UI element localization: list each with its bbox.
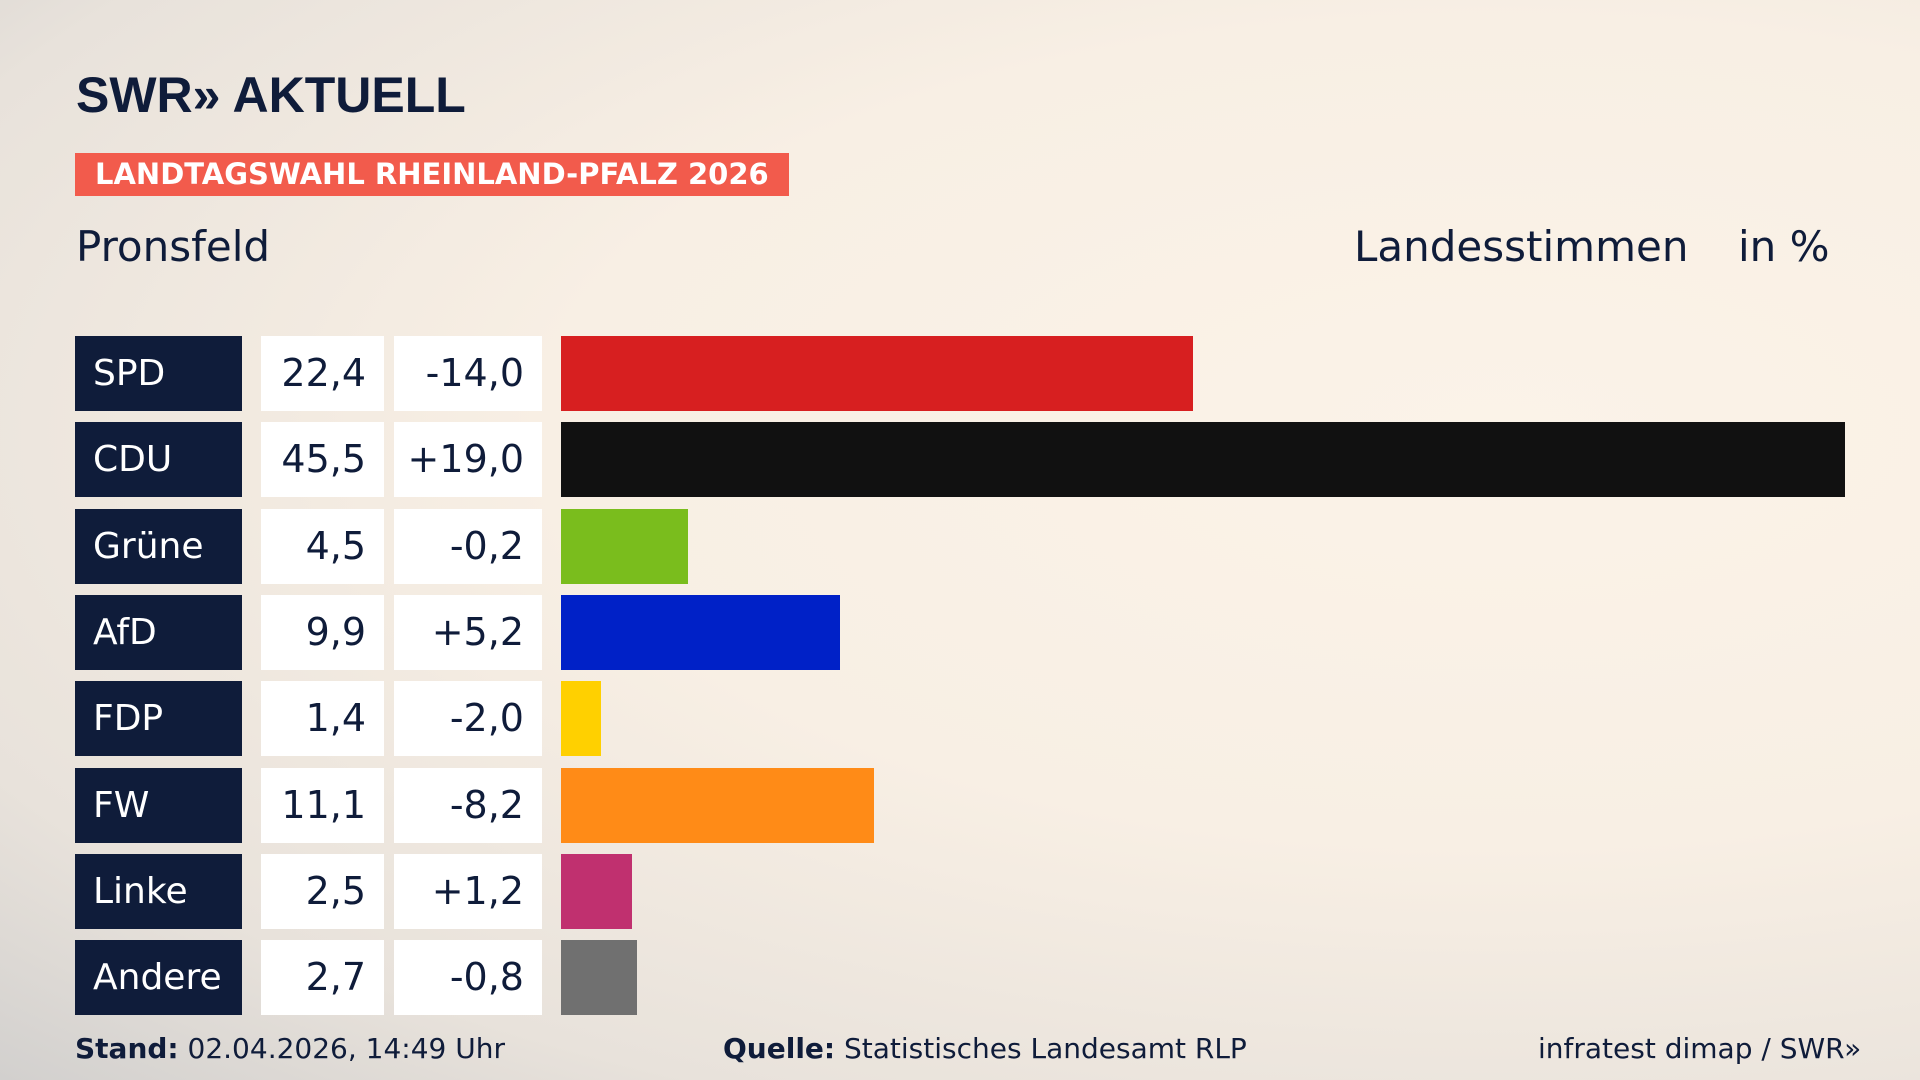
party-label: AfD — [75, 594, 242, 670]
election-badge: LANDTAGSWAHL RHEINLAND-PFALZ 2026 — [75, 153, 789, 196]
source-value: Statistisches Landesamt RLP — [844, 1032, 1247, 1065]
vote-share-bar — [561, 681, 601, 757]
unit-label: in % — [1738, 222, 1830, 271]
vote-change-value: -8,2 — [394, 767, 542, 843]
vote-share-bar — [561, 594, 841, 670]
vote-change-value: -14,0 — [394, 336, 542, 411]
vote-share-value: 2,7 — [261, 940, 384, 1016]
vote-share-bar — [561, 767, 875, 843]
stand-label: Stand: — [75, 1032, 179, 1065]
result-row: AfD 9,9 +5,2 — [0, 594, 1920, 670]
result-row: SPD 22,4 -14,0 — [0, 336, 1920, 411]
party-label: Andere — [75, 940, 242, 1016]
vote-share-value: 9,9 — [261, 594, 384, 670]
result-row: FDP 1,4 -2,0 — [0, 681, 1920, 757]
vote-change-value: +5,2 — [394, 594, 542, 670]
stand-value: 02.04.2026, 14:49 Uhr — [187, 1032, 505, 1065]
party-label: Linke — [75, 853, 242, 929]
result-row: FW 11,1 -8,2 — [0, 767, 1920, 843]
vote-share-value: 1,4 — [261, 681, 384, 757]
result-row: Andere 2,7 -0,8 — [0, 940, 1920, 1016]
source-info: Quelle: Statistisches Landesamt RLP — [723, 1032, 1247, 1065]
metric-label: Landesstimmen — [1354, 222, 1689, 271]
vote-share-bar — [561, 336, 1194, 411]
vote-share-value: 11,1 — [261, 767, 384, 843]
vote-share-bar — [561, 508, 688, 584]
stand-info: Stand: 02.04.2026, 14:49 Uhr — [75, 1032, 505, 1065]
vote-share-bar — [561, 422, 1845, 498]
vote-share-value: 45,5 — [261, 422, 384, 498]
party-label: FDP — [75, 681, 242, 757]
result-row: Grüne 4,5 -0,2 — [0, 508, 1920, 584]
party-label: FW — [75, 767, 242, 843]
vote-share-bar — [561, 940, 638, 1016]
result-row: CDU 45,5 +19,0 — [0, 422, 1920, 498]
vote-share-value: 2,5 — [261, 853, 384, 929]
party-label: CDU — [75, 422, 242, 498]
place-title: Pronsfeld — [76, 222, 271, 271]
credit: infratest dimap / SWR» — [1538, 1032, 1862, 1065]
source-label: Quelle: — [723, 1032, 836, 1065]
vote-change-value: -2,0 — [394, 681, 542, 757]
vote-share-bar — [561, 853, 632, 929]
party-label: SPD — [75, 336, 242, 411]
vote-change-value: -0,2 — [394, 508, 542, 584]
vote-share-value: 4,5 — [261, 508, 384, 584]
result-row: Linke 2,5 +1,2 — [0, 853, 1920, 929]
vote-change-value: -0,8 — [394, 940, 542, 1016]
vote-change-value: +1,2 — [394, 853, 542, 929]
vote-share-value: 22,4 — [261, 336, 384, 411]
swr-aktuell-logo: SWR» AKTUELL — [76, 67, 466, 123]
vote-change-value: +19,0 — [394, 422, 542, 498]
party-label: Grüne — [75, 508, 242, 584]
